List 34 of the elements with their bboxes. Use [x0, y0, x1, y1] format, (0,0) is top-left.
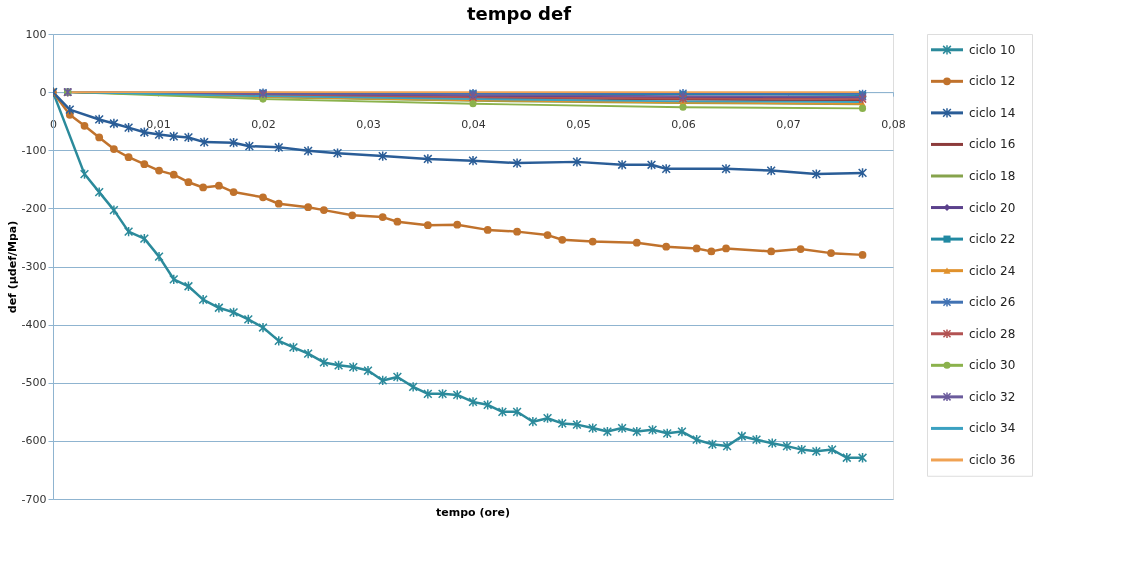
x-tick-label: 0,03 — [356, 117, 381, 131]
x-tick-label: 0,06 — [671, 117, 696, 131]
x-tick-label: 0,08 — [881, 117, 906, 131]
y-tick-label: -700 — [21, 492, 47, 506]
y-tick-label: -200 — [21, 201, 47, 215]
x-tick-label: 0,02 — [251, 117, 276, 131]
y-tick-label: -100 — [21, 143, 47, 157]
legend-label: ciclo 12 — [969, 74, 1016, 89]
legend-label: ciclo 28 — [969, 326, 1016, 341]
x-axis-title: tempo (ore) — [436, 506, 510, 519]
legend-label: ciclo 18 — [969, 168, 1016, 183]
y-tick-label: -600 — [21, 434, 47, 448]
x-tick-label: 0,01 — [146, 117, 171, 131]
legend-label: ciclo 20 — [969, 200, 1016, 215]
y-tick-label: -300 — [21, 260, 47, 273]
y-tick-label: -400 — [21, 318, 47, 332]
legend-label: ciclo 32 — [969, 389, 1016, 404]
legend-label: ciclo 34 — [969, 421, 1016, 436]
legend-label: ciclo 10 — [969, 42, 1016, 57]
y-axis-title: def (µdef/Mpa) — [5, 220, 19, 314]
x-tick-label: 0,07 — [776, 117, 801, 131]
legend-label: ciclo 16 — [969, 137, 1016, 152]
legend-label: ciclo 26 — [969, 295, 1016, 310]
y-tick-label: 0 — [39, 85, 47, 99]
legend-label: ciclo 30 — [969, 358, 1016, 373]
legend-label: ciclo 24 — [969, 263, 1016, 278]
y-tick-label: -500 — [21, 376, 47, 390]
legend-label: ciclo 36 — [969, 452, 1016, 467]
x-tick-label: 0,05 — [566, 117, 591, 131]
x-tick-label: 0,04 — [461, 117, 486, 131]
legend-label: ciclo 14 — [969, 105, 1016, 120]
chart-title: tempo def — [467, 2, 572, 24]
legend-label: ciclo 22 — [969, 232, 1016, 247]
y-tick-label: 100 — [25, 27, 47, 41]
